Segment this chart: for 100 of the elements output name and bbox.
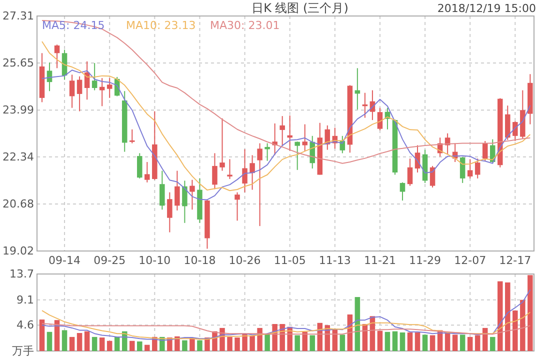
bar: [234, 338, 240, 351]
candlestick: [474, 158, 480, 179]
bar: [257, 328, 262, 351]
candlestick: [212, 152, 218, 190]
bar: [498, 281, 503, 351]
y-tick-label: 20.68: [2, 197, 34, 210]
candlestick: [190, 179, 195, 210]
candlestick: [92, 62, 98, 91]
bar: [92, 336, 98, 351]
y-tick-label: 9.1: [16, 293, 34, 306]
line-series: [42, 20, 531, 164]
bar: [294, 335, 300, 351]
y-tick-label: 万手: [12, 344, 34, 358]
bar: [106, 340, 112, 351]
x-tick-label: 09-14: [48, 254, 81, 267]
text: 2018/12/19 15:00: [437, 2, 536, 15]
bar: [137, 341, 142, 351]
text: MA30: 23.01: [210, 19, 280, 32]
bar: [400, 332, 406, 351]
bar: [520, 300, 526, 351]
bar: [182, 340, 188, 351]
line-series: [42, 310, 531, 340]
bar: [84, 331, 90, 351]
bar: [460, 334, 466, 351]
bar: [310, 335, 315, 351]
candlestick: [242, 148, 248, 193]
x-tick-label: 10-18: [184, 254, 216, 267]
candlestick: [69, 74, 75, 108]
bar: [69, 336, 75, 351]
line-series: [42, 289, 531, 341]
bar: [227, 336, 232, 351]
candlestick: [264, 142, 270, 162]
candlestick: [400, 182, 406, 202]
bar: [505, 282, 510, 351]
bar: [490, 336, 496, 351]
candlestick: [227, 158, 232, 180]
candlestick: [377, 107, 383, 131]
candlestick: [99, 78, 105, 107]
candlestick: [505, 105, 510, 140]
candlestick: [76, 76, 82, 112]
candlestick: [287, 115, 292, 152]
bar: [422, 334, 428, 351]
candlestick: [182, 180, 188, 224]
x-tick-label: 11-29: [409, 254, 442, 267]
candlestick: [250, 154, 255, 190]
bar: [302, 332, 308, 351]
chart-title: 日K 线图 (三个月): [252, 1, 348, 15]
candlestick: [160, 170, 165, 210]
x-tick-label: 09-25: [94, 254, 126, 267]
candlestick: [106, 78, 112, 98]
candlestick: [234, 192, 240, 222]
bar: [46, 332, 52, 351]
candlestick: [144, 161, 150, 183]
bar: [512, 310, 518, 351]
candlestick: [54, 44, 60, 69]
candlestick: [220, 118, 225, 172]
x-tick-label: 12-17: [499, 254, 532, 267]
bar: [39, 320, 45, 351]
candlestick: [467, 158, 473, 179]
bar: [76, 333, 82, 351]
candlestick: [137, 152, 142, 179]
bar: [62, 330, 68, 351]
candlestick: [512, 120, 518, 142]
y-tick-label: 23.99: [2, 104, 34, 117]
candlestick: [302, 124, 308, 152]
x-tick-label: 11-21: [364, 254, 396, 267]
bar: [99, 338, 105, 351]
text: MA10: 23.13: [126, 19, 196, 32]
line-series: [42, 41, 531, 192]
bar: [264, 334, 270, 351]
bar: [114, 336, 120, 351]
candlestick: [129, 128, 135, 144]
candlestick: [257, 142, 262, 227]
bar: [340, 334, 346, 351]
y-tick-label: 27.31: [2, 10, 34, 23]
bar: [414, 332, 420, 351]
bar: [384, 332, 390, 351]
bar: [129, 340, 135, 351]
candlestick: [167, 192, 172, 233]
bar: [174, 336, 180, 351]
candlestick: [407, 158, 413, 186]
bar: [407, 332, 413, 351]
bar: [197, 340, 202, 351]
x-tick-label: 12-07: [454, 254, 486, 267]
bar: [250, 336, 255, 351]
bar: [430, 335, 436, 351]
y-tick-label: 25.65: [2, 56, 34, 70]
bar: [452, 334, 458, 351]
bar: [144, 344, 150, 351]
bar: [354, 297, 360, 351]
candlestick: [174, 170, 180, 211]
bar: [242, 334, 248, 351]
bar: [444, 332, 450, 351]
bar: [528, 275, 533, 351]
x-tick-label: 10-26: [228, 254, 261, 267]
bar: [377, 330, 383, 351]
y-tick-label: 22.34: [2, 150, 34, 164]
candlestick: [294, 141, 300, 170]
x-tick-label: 10-10: [138, 254, 171, 267]
y-tick-label: 13.7: [10, 268, 34, 281]
